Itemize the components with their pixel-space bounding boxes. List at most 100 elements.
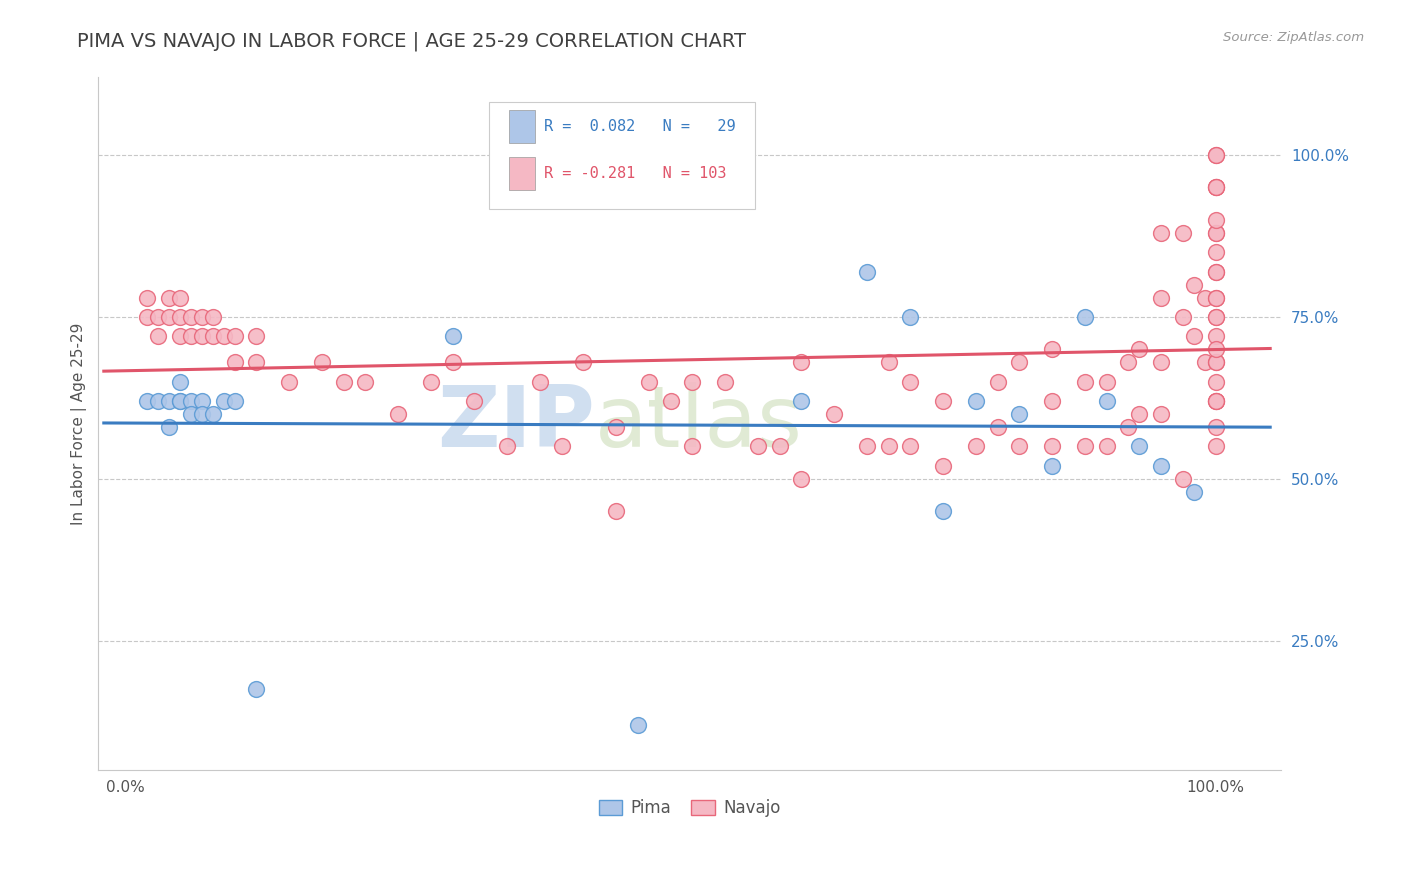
Point — [212, 329, 235, 343]
Point — [245, 682, 267, 697]
Point — [1205, 226, 1227, 240]
Point — [637, 375, 659, 389]
Point — [180, 394, 202, 409]
Point — [856, 265, 879, 279]
Point — [278, 375, 301, 389]
Point — [1074, 310, 1097, 324]
Point — [1150, 355, 1173, 369]
Point — [1008, 355, 1031, 369]
Point — [877, 439, 900, 453]
FancyBboxPatch shape — [509, 157, 534, 190]
Point — [180, 329, 202, 343]
Point — [1194, 291, 1216, 305]
Point — [823, 407, 845, 421]
Point — [965, 394, 987, 409]
Point — [311, 355, 333, 369]
Point — [790, 394, 813, 409]
Point — [627, 717, 650, 731]
Point — [1074, 375, 1097, 389]
Point — [714, 375, 737, 389]
Point — [1182, 329, 1205, 343]
Point — [987, 420, 1010, 434]
Point — [1008, 439, 1031, 453]
Point — [148, 394, 170, 409]
Point — [157, 291, 180, 305]
Text: ZIP: ZIP — [437, 382, 595, 466]
Point — [201, 310, 224, 324]
Point — [1040, 394, 1063, 409]
Point — [1128, 407, 1150, 421]
Point — [1118, 420, 1140, 434]
Point — [1095, 375, 1118, 389]
Point — [1150, 407, 1173, 421]
Point — [1205, 394, 1227, 409]
Point — [1150, 291, 1173, 305]
Legend: Pima, Navajo: Pima, Navajo — [592, 793, 787, 824]
Point — [148, 310, 170, 324]
Point — [157, 394, 180, 409]
Point — [419, 375, 441, 389]
Point — [1150, 458, 1173, 473]
Point — [169, 375, 191, 389]
Point — [1074, 439, 1097, 453]
Point — [1205, 265, 1227, 279]
Point — [1205, 420, 1227, 434]
Point — [1150, 226, 1173, 240]
Point — [1182, 484, 1205, 499]
Point — [201, 329, 224, 343]
Point — [169, 394, 191, 409]
Point — [136, 394, 159, 409]
Point — [1205, 310, 1227, 324]
Point — [965, 439, 987, 453]
Point — [441, 355, 464, 369]
Point — [169, 394, 191, 409]
Point — [659, 394, 682, 409]
Point — [1205, 148, 1227, 162]
Point — [191, 329, 214, 343]
Point — [605, 504, 627, 518]
Text: R =  0.082   N =   29: R = 0.082 N = 29 — [544, 120, 735, 134]
Point — [1205, 329, 1227, 343]
Point — [224, 355, 246, 369]
Point — [1205, 439, 1227, 453]
Point — [1040, 439, 1063, 453]
Point — [180, 310, 202, 324]
Point — [1205, 310, 1227, 324]
Point — [856, 439, 879, 453]
Point — [1205, 180, 1227, 194]
Point — [900, 375, 922, 389]
Point — [1205, 265, 1227, 279]
Point — [496, 439, 519, 453]
Point — [1205, 148, 1227, 162]
Point — [790, 355, 813, 369]
Point — [1205, 355, 1227, 369]
Point — [169, 310, 191, 324]
Point — [790, 472, 813, 486]
Point — [212, 394, 235, 409]
Point — [136, 310, 159, 324]
Point — [1205, 291, 1227, 305]
Point — [191, 407, 214, 421]
Point — [1205, 394, 1227, 409]
Point — [1171, 472, 1194, 486]
Point — [1205, 375, 1227, 389]
Point — [136, 291, 159, 305]
Point — [180, 407, 202, 421]
Point — [932, 458, 955, 473]
Point — [1171, 226, 1194, 240]
Point — [987, 375, 1010, 389]
Point — [1205, 394, 1227, 409]
Point — [1205, 180, 1227, 194]
Point — [441, 329, 464, 343]
Point — [191, 394, 214, 409]
Point — [463, 394, 485, 409]
Point — [1205, 355, 1227, 369]
Point — [877, 355, 900, 369]
Point — [572, 355, 595, 369]
FancyBboxPatch shape — [509, 110, 534, 144]
Point — [769, 439, 792, 453]
Point — [201, 407, 224, 421]
Point — [550, 439, 572, 453]
Point — [157, 420, 180, 434]
Point — [681, 439, 703, 453]
